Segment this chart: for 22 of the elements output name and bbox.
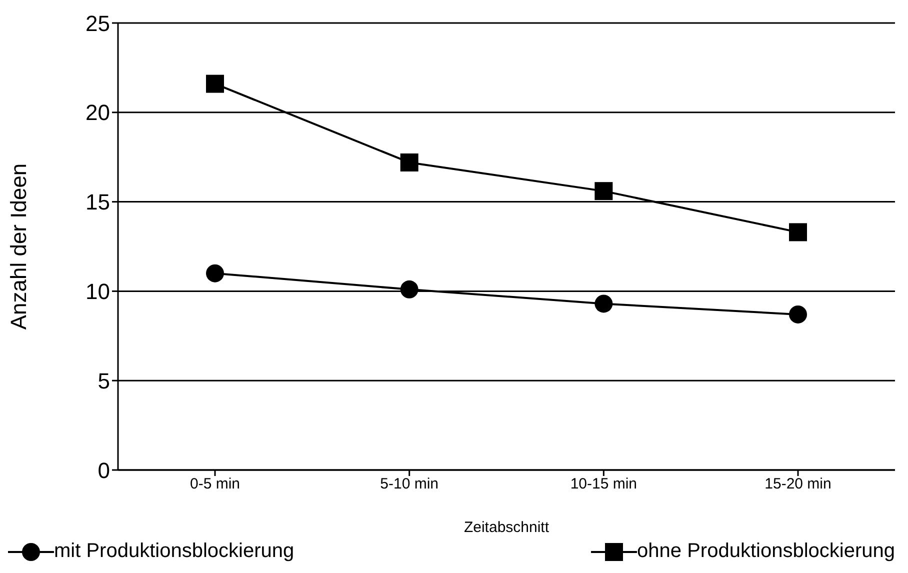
y-tick-label: 10 xyxy=(86,279,110,304)
y-tick-label: 15 xyxy=(86,190,110,215)
y-axis-title: Anzahl der Ideen xyxy=(6,163,31,330)
x-axis-title: Zeitabschnitt xyxy=(464,519,550,536)
y-tick-label: 0 xyxy=(98,458,110,483)
point xyxy=(206,264,224,282)
point xyxy=(206,74,224,93)
point xyxy=(400,280,418,298)
point xyxy=(400,153,418,172)
point xyxy=(789,305,807,324)
x-tick-label: 15-20 min xyxy=(764,476,832,493)
x-tick-label: 5-10 min xyxy=(380,476,439,493)
y-tick-label: 20 xyxy=(86,100,110,126)
point xyxy=(594,294,613,313)
legend-label: ohne Produktionsblockierung xyxy=(637,540,895,563)
x-tick-label: 0-5 min xyxy=(190,476,240,493)
point xyxy=(594,182,613,200)
x-tick-label: 10-15 min xyxy=(570,476,638,493)
y-tick-label: 25 xyxy=(86,10,110,36)
y-tick-label: 5 xyxy=(98,368,110,394)
legend-label: mit Produktionsblockierung xyxy=(54,540,294,563)
point xyxy=(789,223,807,242)
